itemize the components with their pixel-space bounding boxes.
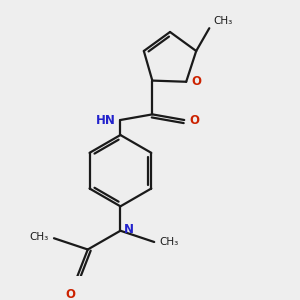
Text: CH₃: CH₃ — [213, 16, 232, 26]
Text: O: O — [66, 288, 76, 300]
Text: CH₃: CH₃ — [159, 237, 178, 247]
Text: N: N — [124, 223, 134, 236]
Text: CH₃: CH₃ — [30, 232, 49, 242]
Text: O: O — [191, 75, 201, 88]
Text: HN: HN — [95, 113, 116, 127]
Text: O: O — [189, 113, 199, 127]
